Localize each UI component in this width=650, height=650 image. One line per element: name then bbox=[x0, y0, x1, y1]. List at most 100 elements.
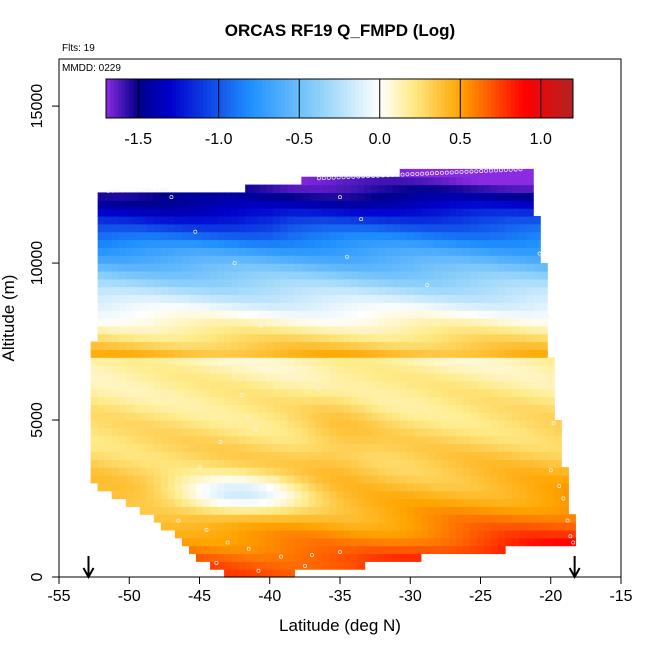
heat-cell bbox=[434, 247, 443, 256]
heat-cell bbox=[238, 208, 246, 217]
heat-cell bbox=[181, 459, 190, 468]
heat-cell bbox=[203, 270, 211, 280]
heat-cell bbox=[231, 404, 239, 413]
heat-cell bbox=[420, 404, 429, 413]
heat-cell bbox=[364, 474, 373, 484]
heat-cell bbox=[308, 255, 317, 264]
heat-cell bbox=[139, 365, 148, 374]
heat-cell bbox=[104, 223, 113, 233]
heat-cell bbox=[217, 545, 225, 555]
heat-cell bbox=[104, 286, 113, 296]
heat-cell bbox=[224, 404, 232, 413]
heat-cell bbox=[392, 341, 401, 350]
heat-cell bbox=[357, 247, 366, 256]
heat-cell bbox=[153, 474, 162, 484]
heat-cell bbox=[350, 176, 359, 186]
heat-cell bbox=[111, 325, 120, 335]
heat-cell bbox=[287, 278, 295, 288]
heat-cell bbox=[146, 490, 155, 500]
heat-cell bbox=[455, 270, 464, 280]
heat-cell bbox=[406, 231, 415, 241]
heat-cell bbox=[491, 263, 499, 272]
heat-cell bbox=[238, 333, 246, 343]
heat-cell bbox=[118, 404, 127, 413]
heat-cell bbox=[413, 247, 422, 256]
heat-cell bbox=[392, 357, 401, 366]
heat-cell bbox=[336, 333, 345, 343]
heat-cell bbox=[210, 192, 218, 201]
heat-cell bbox=[519, 192, 527, 201]
heat-cell bbox=[266, 474, 274, 484]
heat-cell bbox=[427, 341, 436, 350]
heat-cell bbox=[427, 168, 436, 178]
heat-cell bbox=[540, 529, 548, 539]
heat-cell bbox=[195, 553, 204, 562]
heat-cell bbox=[294, 294, 302, 303]
heat-cell bbox=[231, 294, 239, 303]
heat-cell bbox=[203, 380, 211, 390]
heat-cell bbox=[392, 325, 401, 335]
track-point bbox=[449, 170, 454, 175]
heat-cell bbox=[505, 278, 513, 288]
track-point bbox=[568, 534, 573, 539]
heat-cell bbox=[434, 278, 443, 288]
heat-cell bbox=[294, 302, 302, 311]
colorbar: -1.5 -1.0 -0.5 0.0 0.5 1.0 bbox=[105, 78, 574, 148]
track-point bbox=[548, 468, 553, 473]
heat-cell bbox=[195, 223, 204, 233]
heat-cell bbox=[350, 278, 359, 288]
heat-cell bbox=[146, 459, 155, 468]
heat-cell bbox=[336, 239, 345, 248]
heat-cell bbox=[455, 200, 464, 209]
heat-cell bbox=[287, 420, 295, 429]
heat-cell bbox=[512, 380, 520, 390]
heat-cell bbox=[343, 498, 352, 507]
heat-cell bbox=[392, 302, 401, 311]
heat-cell bbox=[540, 380, 548, 390]
heat-cell bbox=[357, 310, 366, 319]
heat-cell bbox=[210, 404, 218, 413]
heat-cell bbox=[273, 553, 281, 562]
heat-cell bbox=[188, 365, 197, 374]
heat-cell bbox=[217, 302, 225, 311]
heat-cell bbox=[287, 208, 295, 217]
track-point bbox=[338, 195, 342, 200]
heat-cell bbox=[174, 239, 183, 248]
heat-cell bbox=[371, 522, 380, 531]
heat-cell bbox=[547, 435, 555, 445]
heat-cell bbox=[364, 388, 373, 398]
heat-cell bbox=[181, 223, 190, 233]
track-point bbox=[288, 367, 293, 372]
heat-cell bbox=[153, 420, 162, 429]
heat-cell bbox=[238, 506, 246, 515]
heat-cell bbox=[399, 514, 408, 523]
heat-cell bbox=[104, 388, 113, 398]
heat-cell bbox=[118, 435, 127, 445]
colorbar-step bbox=[176, 79, 181, 118]
colorbar-step bbox=[179, 79, 185, 118]
heat-cell bbox=[526, 184, 534, 194]
heat-cell bbox=[462, 459, 471, 468]
heat-cell bbox=[118, 412, 127, 421]
heat-cell bbox=[245, 278, 253, 288]
heat-cell bbox=[238, 286, 246, 296]
heat-cell bbox=[322, 255, 331, 264]
heat-cell bbox=[231, 357, 239, 366]
heat-cell bbox=[259, 498, 267, 507]
heat-cell bbox=[146, 263, 155, 272]
heat-cell bbox=[139, 412, 148, 421]
heat-cell bbox=[294, 208, 302, 217]
heat-cell bbox=[210, 310, 218, 319]
track-point bbox=[341, 175, 346, 180]
heat-cell bbox=[357, 404, 366, 413]
heat-cell bbox=[378, 529, 387, 539]
heat-cell bbox=[455, 333, 464, 343]
heat-cell bbox=[406, 482, 415, 492]
heat-cell bbox=[547, 474, 555, 484]
heat-cell bbox=[139, 270, 148, 280]
heat-cell bbox=[505, 223, 513, 233]
heat-cell bbox=[188, 239, 197, 248]
heat-cell bbox=[455, 427, 464, 437]
heat-cell bbox=[195, 200, 204, 209]
heat-cell bbox=[315, 404, 324, 413]
